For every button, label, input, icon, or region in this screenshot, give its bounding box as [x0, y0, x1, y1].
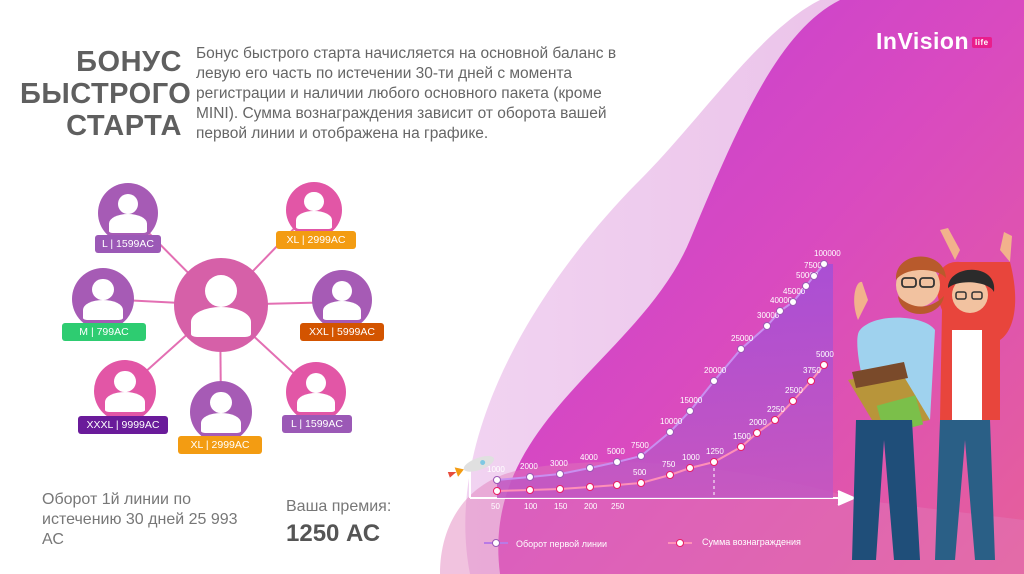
badge-m: M | 799AC	[62, 323, 146, 341]
center-person-avatar	[174, 258, 268, 352]
logo: InVision life	[876, 28, 992, 55]
bonus-value: 1250 АС	[286, 520, 381, 547]
page-title: БОНУС БЫСТРОГО СТАРТА	[20, 46, 192, 142]
turnover-label: 25000	[731, 334, 754, 343]
bonus-label-point: 2250	[767, 405, 785, 414]
bonus-label-point: 500	[633, 468, 647, 477]
bonus-point	[737, 443, 745, 451]
turnover-point	[493, 476, 501, 484]
bonus-label-point: 2500	[785, 386, 803, 395]
bonus-point	[820, 361, 828, 369]
person-avatar-xl-top	[286, 182, 342, 238]
person-avatar-xl-bottom	[190, 381, 252, 443]
bonus-point	[686, 464, 694, 472]
badge-l-top: L | 1599AC	[95, 235, 161, 253]
description-text: Бонус быстрого старта начисляется на осн…	[196, 45, 617, 142]
badge-l-bottom: L | 1599AC	[282, 415, 352, 433]
legend-turnover: Оборот первой линии	[516, 539, 607, 549]
turnover-point	[802, 282, 810, 290]
turnover-point	[763, 322, 771, 330]
turnover-point	[710, 377, 718, 385]
turnover-point	[686, 407, 694, 415]
turnover-point	[776, 307, 784, 315]
bonus-point	[807, 377, 815, 385]
bonus-label-point: 200	[584, 502, 598, 511]
bonus-point	[613, 481, 621, 489]
bonus-label-point: 5000	[816, 350, 834, 359]
bonus-point	[753, 429, 761, 437]
turnover-label: 45000	[783, 287, 806, 296]
bonus-point	[586, 483, 594, 491]
turnover-point	[586, 464, 594, 472]
bonus-label: Ваша премия:	[286, 498, 392, 515]
bonus-point	[666, 471, 674, 479]
bonus-label-point: 1500	[733, 432, 751, 441]
title-line-3: СТАРТА	[66, 110, 182, 142]
bonus-point	[637, 479, 645, 487]
person-avatar-xxl	[312, 270, 372, 330]
turnover-label: 7500	[631, 441, 649, 450]
bonus-label-point: 150	[554, 502, 568, 511]
chart-legend: Оборот первой линии Сумма вознаграждения	[484, 537, 801, 549]
turnover-point	[737, 345, 745, 353]
badge-xl-bottom: XL | 2999AC	[178, 436, 262, 454]
bonus-label-point: 2000	[749, 418, 767, 427]
title-line-2: БЫСТРОГО	[20, 78, 192, 110]
bonus-point	[771, 416, 779, 424]
turnover-label: 1000	[487, 465, 505, 474]
turnover-point	[556, 470, 564, 478]
turnover-point	[637, 452, 645, 460]
bonus-point	[526, 486, 534, 494]
turnover-point	[810, 272, 818, 280]
turnover-point	[526, 473, 534, 481]
turnover-info: Оборот 1й линии по истечению 30 дней 25 …	[42, 491, 238, 548]
turnover-label: 40000	[770, 296, 793, 305]
person-avatar-l-top	[98, 183, 158, 243]
turnover-label: 3000	[550, 459, 568, 468]
turnover-label: 30000	[757, 311, 780, 320]
turnover-point	[789, 298, 797, 306]
turnover-label: 100000	[814, 249, 841, 258]
turnover-point	[613, 458, 621, 466]
turnover-label: 20000	[704, 366, 727, 375]
turnover-label: 75000	[804, 261, 827, 270]
bonus-label-point: 1250	[706, 447, 724, 456]
rocket-icon	[447, 455, 495, 478]
person-avatar-xxxl	[94, 360, 156, 422]
bonus-point	[493, 487, 501, 495]
bonus-label-point: 1000	[682, 453, 700, 462]
badge-xxl: XXL | 5999AC	[300, 323, 384, 341]
legend-bonus: Сумма вознаграждения	[702, 537, 801, 547]
bonus-info: Ваша премия: 1250 АС	[286, 498, 391, 548]
turnover-label: 50000	[796, 271, 819, 280]
logo-text: InVision	[876, 28, 970, 54]
turnover-label: 10000	[660, 417, 683, 426]
turnover-point	[820, 260, 828, 268]
bonus-label-point: 100	[524, 502, 538, 511]
bonus-label-point: 50	[491, 502, 500, 511]
chart-layer: 1000 2000 3000 4000 5000 7500 10000 15000 20000 2…	[487, 249, 841, 511]
bonus-label-point: 250	[611, 502, 625, 511]
badge-xxxl: XXXL | 9999AC	[78, 416, 168, 434]
people-illustration	[848, 228, 1016, 560]
turnover-point	[666, 428, 674, 436]
person-avatar-l-bottom	[286, 362, 346, 422]
badge-xl-top: XL | 2999AC	[276, 231, 356, 249]
bonus-label-point: 750	[662, 460, 676, 469]
turnover-label: 15000	[680, 396, 703, 405]
turnover-label: 5000	[607, 447, 625, 456]
logo-suffix: life	[972, 37, 992, 49]
turnover-label: 2000	[520, 462, 538, 471]
bonus-point	[789, 397, 797, 405]
bonus-label-point: 3750	[803, 366, 821, 375]
title-line-1: БОНУС	[76, 46, 182, 78]
turnover-label: 4000	[580, 453, 598, 462]
person-avatar-m	[72, 268, 134, 330]
turnover-line	[496, 263, 825, 481]
bonus-point	[556, 485, 564, 493]
